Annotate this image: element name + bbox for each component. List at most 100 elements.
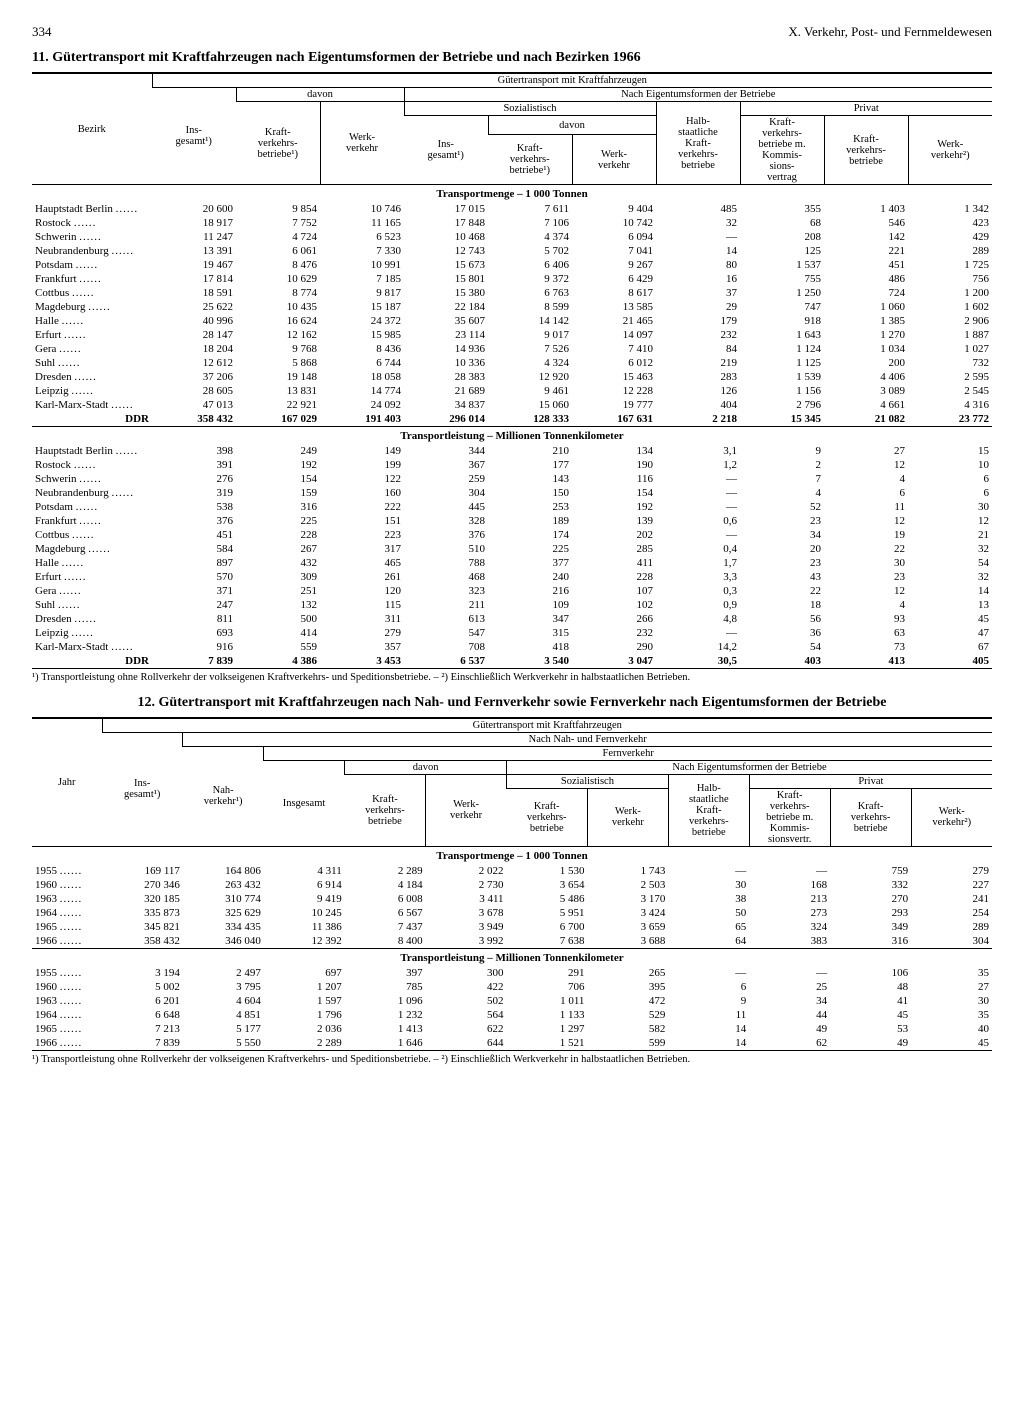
cell: 411: [572, 556, 656, 570]
cell: 451: [824, 258, 908, 272]
cell: 1 413: [345, 1022, 426, 1036]
cell: 47: [908, 626, 992, 640]
cell: 167 029: [236, 412, 320, 427]
cell: 9 854: [236, 202, 320, 216]
cell: 547: [404, 626, 488, 640]
col-bezirk: Bezirk: [32, 74, 152, 185]
table-row: Magdeburg ......5842673175102252850,4202…: [32, 542, 992, 556]
cell: 10 991: [320, 258, 404, 272]
cell: 285: [572, 542, 656, 556]
cell: 16: [656, 272, 740, 286]
cell: 126: [656, 384, 740, 398]
cell: 19 777: [572, 398, 656, 412]
cell: 2 503: [587, 878, 668, 892]
table-row: Rostock ......3911921993671771901,221210: [32, 458, 992, 472]
cell: 154: [572, 486, 656, 500]
cell: 7 839: [152, 654, 236, 669]
cell: 232: [572, 626, 656, 640]
cell: 2 497: [183, 966, 264, 980]
cell: 309: [236, 570, 320, 584]
cell: 1 796: [264, 1008, 345, 1022]
cell: 2: [740, 458, 824, 472]
cell: 3 540: [488, 654, 572, 669]
cell: 106: [830, 966, 911, 980]
cell: —: [656, 626, 740, 640]
cell: 20 600: [152, 202, 236, 216]
cell: 6: [824, 486, 908, 500]
h-eigentum: Nach Eigentumsformen der Betriebe: [507, 760, 992, 774]
col-werk2: Werk- verkehr: [587, 788, 668, 846]
cell: 432: [236, 556, 320, 570]
cell: 7 185: [320, 272, 404, 286]
cell: 15 673: [404, 258, 488, 272]
cell: 445: [404, 500, 488, 514]
cell: 24 372: [320, 314, 404, 328]
cell: 68: [740, 216, 824, 230]
cell: 395: [587, 980, 668, 994]
cell: 29: [656, 300, 740, 314]
row-label: 1966 ......: [32, 1036, 102, 1051]
cell: 398: [152, 444, 236, 458]
cell: 73: [824, 640, 908, 654]
cell: 6 763: [488, 286, 572, 300]
cell: 465: [320, 556, 404, 570]
cell: 8 476: [236, 258, 320, 272]
h-davon2: davon: [488, 116, 656, 135]
col-kvb2: Kraft- verkehrs- betriebe: [507, 788, 588, 846]
cell: —: [656, 230, 740, 244]
cell: 1 011: [507, 994, 588, 1008]
cell: 418: [488, 640, 572, 654]
cell: 1 643: [740, 328, 824, 342]
cell: 6 567: [345, 906, 426, 920]
cell: 179: [656, 314, 740, 328]
cell: 468: [404, 570, 488, 584]
cell: 1 200: [908, 286, 992, 300]
col-werk2: Werk- verkehr: [572, 135, 656, 185]
cell: 279: [320, 626, 404, 640]
cell: 584: [152, 542, 236, 556]
cell: 3 992: [426, 934, 507, 949]
table-row: 1964 ......335 873325 62910 2456 5673 67…: [32, 906, 992, 920]
h-privat: Privat: [740, 102, 992, 116]
cell: 14 142: [488, 314, 572, 328]
cell: 20: [740, 542, 824, 556]
cell: 403: [740, 654, 824, 669]
cell: 289: [908, 244, 992, 258]
col-kvb2: Kraft- verkehrs- betriebe¹): [488, 135, 572, 185]
cell: 599: [587, 1036, 668, 1051]
cell: 12 392: [264, 934, 345, 949]
row-label: Halle ......: [32, 556, 152, 570]
cell: 12 612: [152, 356, 236, 370]
cell: 756: [908, 272, 992, 286]
cell: 3 688: [587, 934, 668, 949]
row-label: Halle ......: [32, 314, 152, 328]
cell: 289: [911, 920, 992, 934]
table-row: Karl-Marx-Stadt ......916559357708418290…: [32, 640, 992, 654]
cell: 755: [740, 272, 824, 286]
cell: 6 700: [507, 920, 588, 934]
cell: 149: [320, 444, 404, 458]
table-row: 1955 ......169 117164 8064 3112 2892 022…: [32, 864, 992, 878]
cell: 6: [668, 980, 749, 994]
cell: 200: [824, 356, 908, 370]
cell: 8 774: [236, 286, 320, 300]
col-kvb3: Kraft- verkehrs- betriebe: [830, 788, 911, 846]
row-label: 1963 ......: [32, 892, 102, 906]
cell: 30: [908, 500, 992, 514]
cell: 53: [830, 1022, 911, 1036]
h-nahfern: Nach Nah- und Fernverkehr: [183, 732, 992, 746]
ddr-row: DDR358 432167 029191 403296 014128 33316…: [32, 412, 992, 427]
cell: 28 383: [404, 370, 488, 384]
cell: 4,8: [656, 612, 740, 626]
cell: 1 297: [507, 1022, 588, 1036]
table-row: Neubrandenburg ......319159160304150154—…: [32, 486, 992, 500]
cell: 7 437: [345, 920, 426, 934]
cell: 109: [488, 598, 572, 612]
cell: 62: [749, 1036, 830, 1051]
table11-title: 11. Gütertransport mit Kraftfahrzeugen n…: [32, 50, 992, 66]
table11: Bezirk Gütertransport mit Kraftfahrzeuge…: [32, 74, 992, 669]
cell: 225: [488, 542, 572, 556]
row-label: Potsdam ......: [32, 500, 152, 514]
row-label: Magdeburg ......: [32, 300, 152, 314]
row-label: Schwerin ......: [32, 230, 152, 244]
